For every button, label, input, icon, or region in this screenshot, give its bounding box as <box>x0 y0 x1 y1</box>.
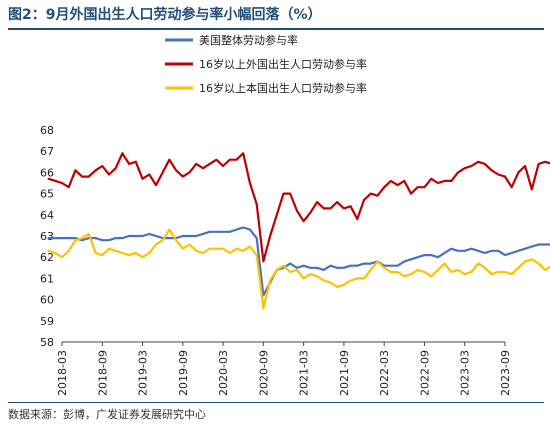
legend-label: 16岁以上外国出生人口劳动参与率 <box>199 57 367 71</box>
x-tick-label: 2021-09 <box>338 350 351 396</box>
x-tick-label: 2020-03 <box>217 350 230 396</box>
x-tick-label: 2018-03 <box>56 350 69 396</box>
y-tick-label: 65 <box>40 188 54 201</box>
x-tick-label: 2022-03 <box>378 350 391 396</box>
x-tick-label: 2019-03 <box>137 350 150 396</box>
x-tick-label: 2023-03 <box>459 350 472 396</box>
y-tick-label: 64 <box>40 209 54 222</box>
y-tick-label: 59 <box>40 315 54 328</box>
x-axis: 2018-03 2018-09 2019-03 2019-09 2020-03 2020-… <box>56 341 512 396</box>
chart-title: 图2：9月外国出生人口劳动参与率小幅回落（%） <box>8 7 322 23</box>
y-tick-label: 68 <box>40 124 54 137</box>
chart-title-bar: 图2：9月外国出生人口劳动参与率小幅回落（%） <box>8 4 544 30</box>
source-note: 数据来源：彭博，广发证券发展研究中心 <box>8 402 544 424</box>
series-line-1 <box>47 226 550 297</box>
series-line-2 <box>47 152 550 263</box>
legend-label: 美国整体劳动参与率 <box>199 33 298 47</box>
source-text: 数据来源：彭博，广发证券发展研究中心 <box>8 408 206 421</box>
x-tick-label: 2018-09 <box>96 350 109 396</box>
y-tick-label: 63 <box>40 230 54 243</box>
y-tick-label: 60 <box>40 294 54 307</box>
x-tick-label: 2021-03 <box>298 350 311 396</box>
y-tick-label: 61 <box>40 272 54 285</box>
x-tick-label: 2020-09 <box>257 350 270 396</box>
legend: 美国整体劳动参与率 16岁以上外国出生人口劳动参与率 16岁以上本国出生人口劳动参与… <box>165 33 367 95</box>
x-tick-label: 2022-09 <box>418 350 431 396</box>
y-tick-label: 67 <box>40 145 54 158</box>
y-tick-label: 66 <box>40 166 54 179</box>
x-tick-label: 2023-09 <box>499 350 512 396</box>
y-tick-label: 58 <box>40 336 54 349</box>
y-axis: 58 59 60 61 62 63 64 65 66 67 68 <box>40 124 54 349</box>
series-lines <box>47 152 550 310</box>
series-line-3 <box>47 228 550 310</box>
y-tick-label: 62 <box>40 251 54 264</box>
legend-label: 16岁以上本国出生人口劳动参与率 <box>199 81 367 95</box>
x-tick-label: 2019-09 <box>177 350 190 396</box>
